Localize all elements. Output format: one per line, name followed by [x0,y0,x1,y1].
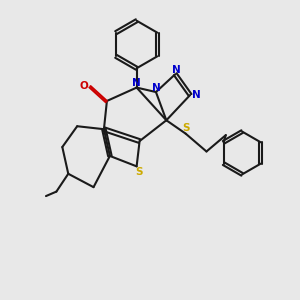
Text: S: S [182,123,189,133]
Text: S: S [135,167,143,177]
Text: N: N [152,82,160,93]
Text: O: O [80,80,88,91]
Text: N: N [192,90,201,100]
Text: N: N [172,65,181,75]
Text: N: N [132,78,141,88]
